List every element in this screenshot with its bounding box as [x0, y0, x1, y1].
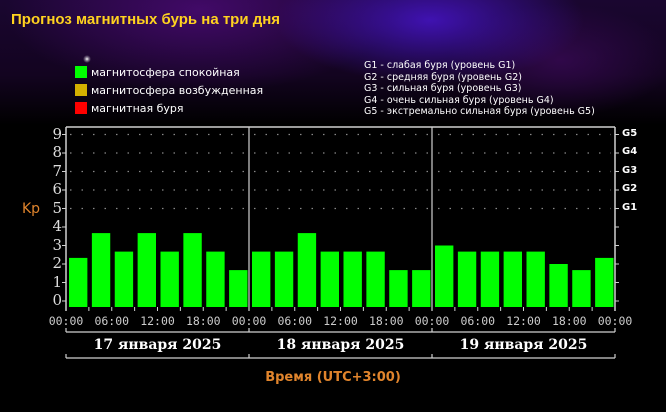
- x-tick-label: 00:00: [48, 314, 84, 328]
- kp-bar: [526, 251, 545, 307]
- kp-bar: [91, 233, 111, 307]
- kp-bar: [69, 257, 88, 307]
- g-legend-item: G4 - очень сильная буря (уровень G4): [364, 94, 554, 106]
- legend-swatch-storm: [75, 102, 87, 114]
- y-tick-label: 6: [52, 180, 62, 198]
- legend-label: магнитная буря: [91, 101, 184, 115]
- y-tick-label: 5: [52, 198, 62, 217]
- kp-bar: [457, 251, 477, 307]
- legend-swatch-calm: [75, 66, 87, 78]
- x-tick-label: 18:00: [185, 314, 221, 328]
- kp-bar: [343, 251, 362, 307]
- kp-bar: [503, 251, 522, 307]
- kp-bar: [366, 251, 385, 307]
- kp-bar: [274, 251, 294, 307]
- kp-bar: [549, 264, 568, 307]
- y-tick-label: 8: [52, 143, 62, 161]
- activity-legend: магнитосфера спокойная магнитосфера возб…: [75, 63, 263, 117]
- kp-bar: [389, 270, 408, 307]
- x-tick-label: 06:00: [277, 314, 313, 328]
- kp-bar: [412, 270, 431, 307]
- g-tick-label: G1: [622, 201, 638, 213]
- kp-bar: [114, 251, 134, 307]
- y-tick-label: 7: [52, 161, 62, 180]
- y-axis-label: Kp: [22, 201, 41, 217]
- x-tick-label: 12:00: [506, 314, 541, 328]
- x-tick-label: 12:00: [323, 314, 358, 328]
- legend-item-excited: магнитосфера возбужденная: [75, 81, 263, 99]
- page-title: Прогноз магнитных бурь на три дня: [11, 11, 281, 28]
- g-tick-label: G2: [622, 183, 638, 194]
- y-tick-label: 0: [52, 291, 62, 309]
- day-label: 17 января 2025: [93, 337, 222, 353]
- x-tick-label: 18:00: [368, 314, 404, 328]
- kp-bar: [595, 257, 614, 307]
- x-tick-label: 06:00: [94, 314, 130, 328]
- legend-item-calm: магнитосфера спокойная: [75, 63, 263, 81]
- y-tick-label: 9: [52, 124, 62, 143]
- legend-label: магнитосфера спокойная: [91, 65, 240, 79]
- x-tick-label: 06:00: [460, 314, 496, 328]
- kp-bar: [572, 270, 591, 307]
- kp-bar: [320, 251, 339, 307]
- kp-bar: [183, 233, 202, 307]
- x-tick-label: 00:00: [414, 314, 450, 328]
- x-tick-label: 00:00: [231, 314, 267, 328]
- g-tick-label: G5: [622, 127, 638, 139]
- legend-label: магнитосфера возбужденная: [91, 83, 264, 97]
- kp-bar: [252, 251, 271, 307]
- y-tick-label: 1: [52, 272, 62, 291]
- y-tick-label: 4: [52, 217, 62, 235]
- x-tick-label: 12:00: [140, 314, 175, 328]
- day-label: 19 января 2025: [459, 337, 588, 353]
- kp-bar: [480, 251, 500, 307]
- legend-swatch-excited: [75, 84, 87, 96]
- storm-level-legend: G1 - слабая буря (уровень G1) G2 - средн…: [364, 60, 595, 118]
- g-tick-label: G3: [622, 164, 638, 176]
- x-tick-label: 00:00: [597, 314, 633, 328]
- g-tick-label: G4: [622, 146, 638, 157]
- g-legend-item: G5 - экстремально сильная буря (уровень …: [364, 106, 595, 117]
- g-legend-item: G3 - сильная буря (уровень G3): [364, 83, 522, 94]
- y-tick-label: 3: [52, 235, 62, 254]
- header-background: [0, 0, 666, 125]
- g-legend-item: G2 - средняя буря (уровень G2): [364, 71, 523, 83]
- kp-bar: [160, 251, 179, 307]
- g-legend-item: G1 - слабая буря (уровень G1): [364, 60, 516, 71]
- day-label: 18 января 2025: [276, 337, 405, 353]
- star-decoration: [83, 55, 91, 63]
- kp-bar: [137, 233, 156, 307]
- kp-bar: [206, 251, 225, 307]
- kp-bar: [435, 245, 454, 307]
- kp-bar: [229, 270, 248, 307]
- legend-item-storm: магнитная буря: [75, 99, 263, 117]
- x-axis-title: Время (UTC+3:00): [265, 370, 401, 385]
- x-tick-label: 18:00: [551, 314, 587, 328]
- y-tick-label: 2: [52, 254, 62, 272]
- kp-bar: [297, 233, 317, 307]
